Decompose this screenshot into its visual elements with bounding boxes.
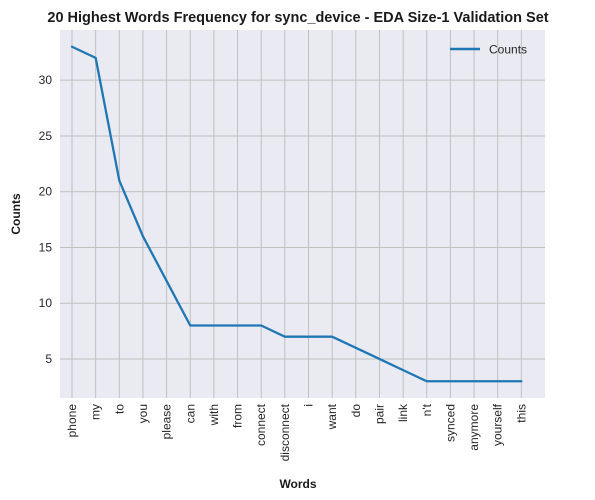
series-lines [70,45,523,383]
y-tick-label: 20 [39,185,53,199]
x-tick-label: yourself [491,403,505,446]
y-tick-labels: 5 10 15 20 25 30 [39,73,53,366]
x-tick-label: i [302,404,316,407]
x-tick-label: phone [65,404,79,438]
x-tick-label: you [136,404,150,423]
x-axis-label: Words [279,477,316,491]
x-tick-label: from [231,404,245,428]
legend: Counts [450,43,527,57]
y-gridlines [60,79,545,360]
x-tick-label: want [325,403,339,430]
y-tick-label: 30 [39,73,53,87]
x-tick-label: connect [254,403,268,446]
x-tick-label: please [160,404,174,440]
x-tick-label: to [112,404,126,414]
y-tick-label: 5 [45,352,52,366]
x-tick-label: synced [443,404,457,442]
legend-label-counts: Counts [489,43,527,57]
x-tick-label: this [514,404,528,423]
x-tick-labels: phone my to you please can with from connect disc… [65,403,528,461]
x-tick-label: disconnect [278,403,292,461]
x-tick-label: my [89,404,103,420]
x-tick-label: n't [420,403,434,416]
y-axis-label: Counts [9,193,23,235]
y-tick-label: 15 [39,240,53,254]
chart-title: 20 Highest Words Frequency for sync_devi… [47,10,548,26]
x-tick-label: can [183,404,197,423]
x-tick-label: do [349,404,363,418]
x-tick-label: pair [372,404,386,424]
x-tick-label: with [207,404,221,426]
x-tick-label: link [396,403,410,422]
x-gridlines [71,30,522,398]
x-tick-label: anymore [467,404,481,451]
y-tick-label: 10 [39,296,53,310]
series-line-0 [70,45,523,383]
y-tick-label: 25 [39,129,53,143]
